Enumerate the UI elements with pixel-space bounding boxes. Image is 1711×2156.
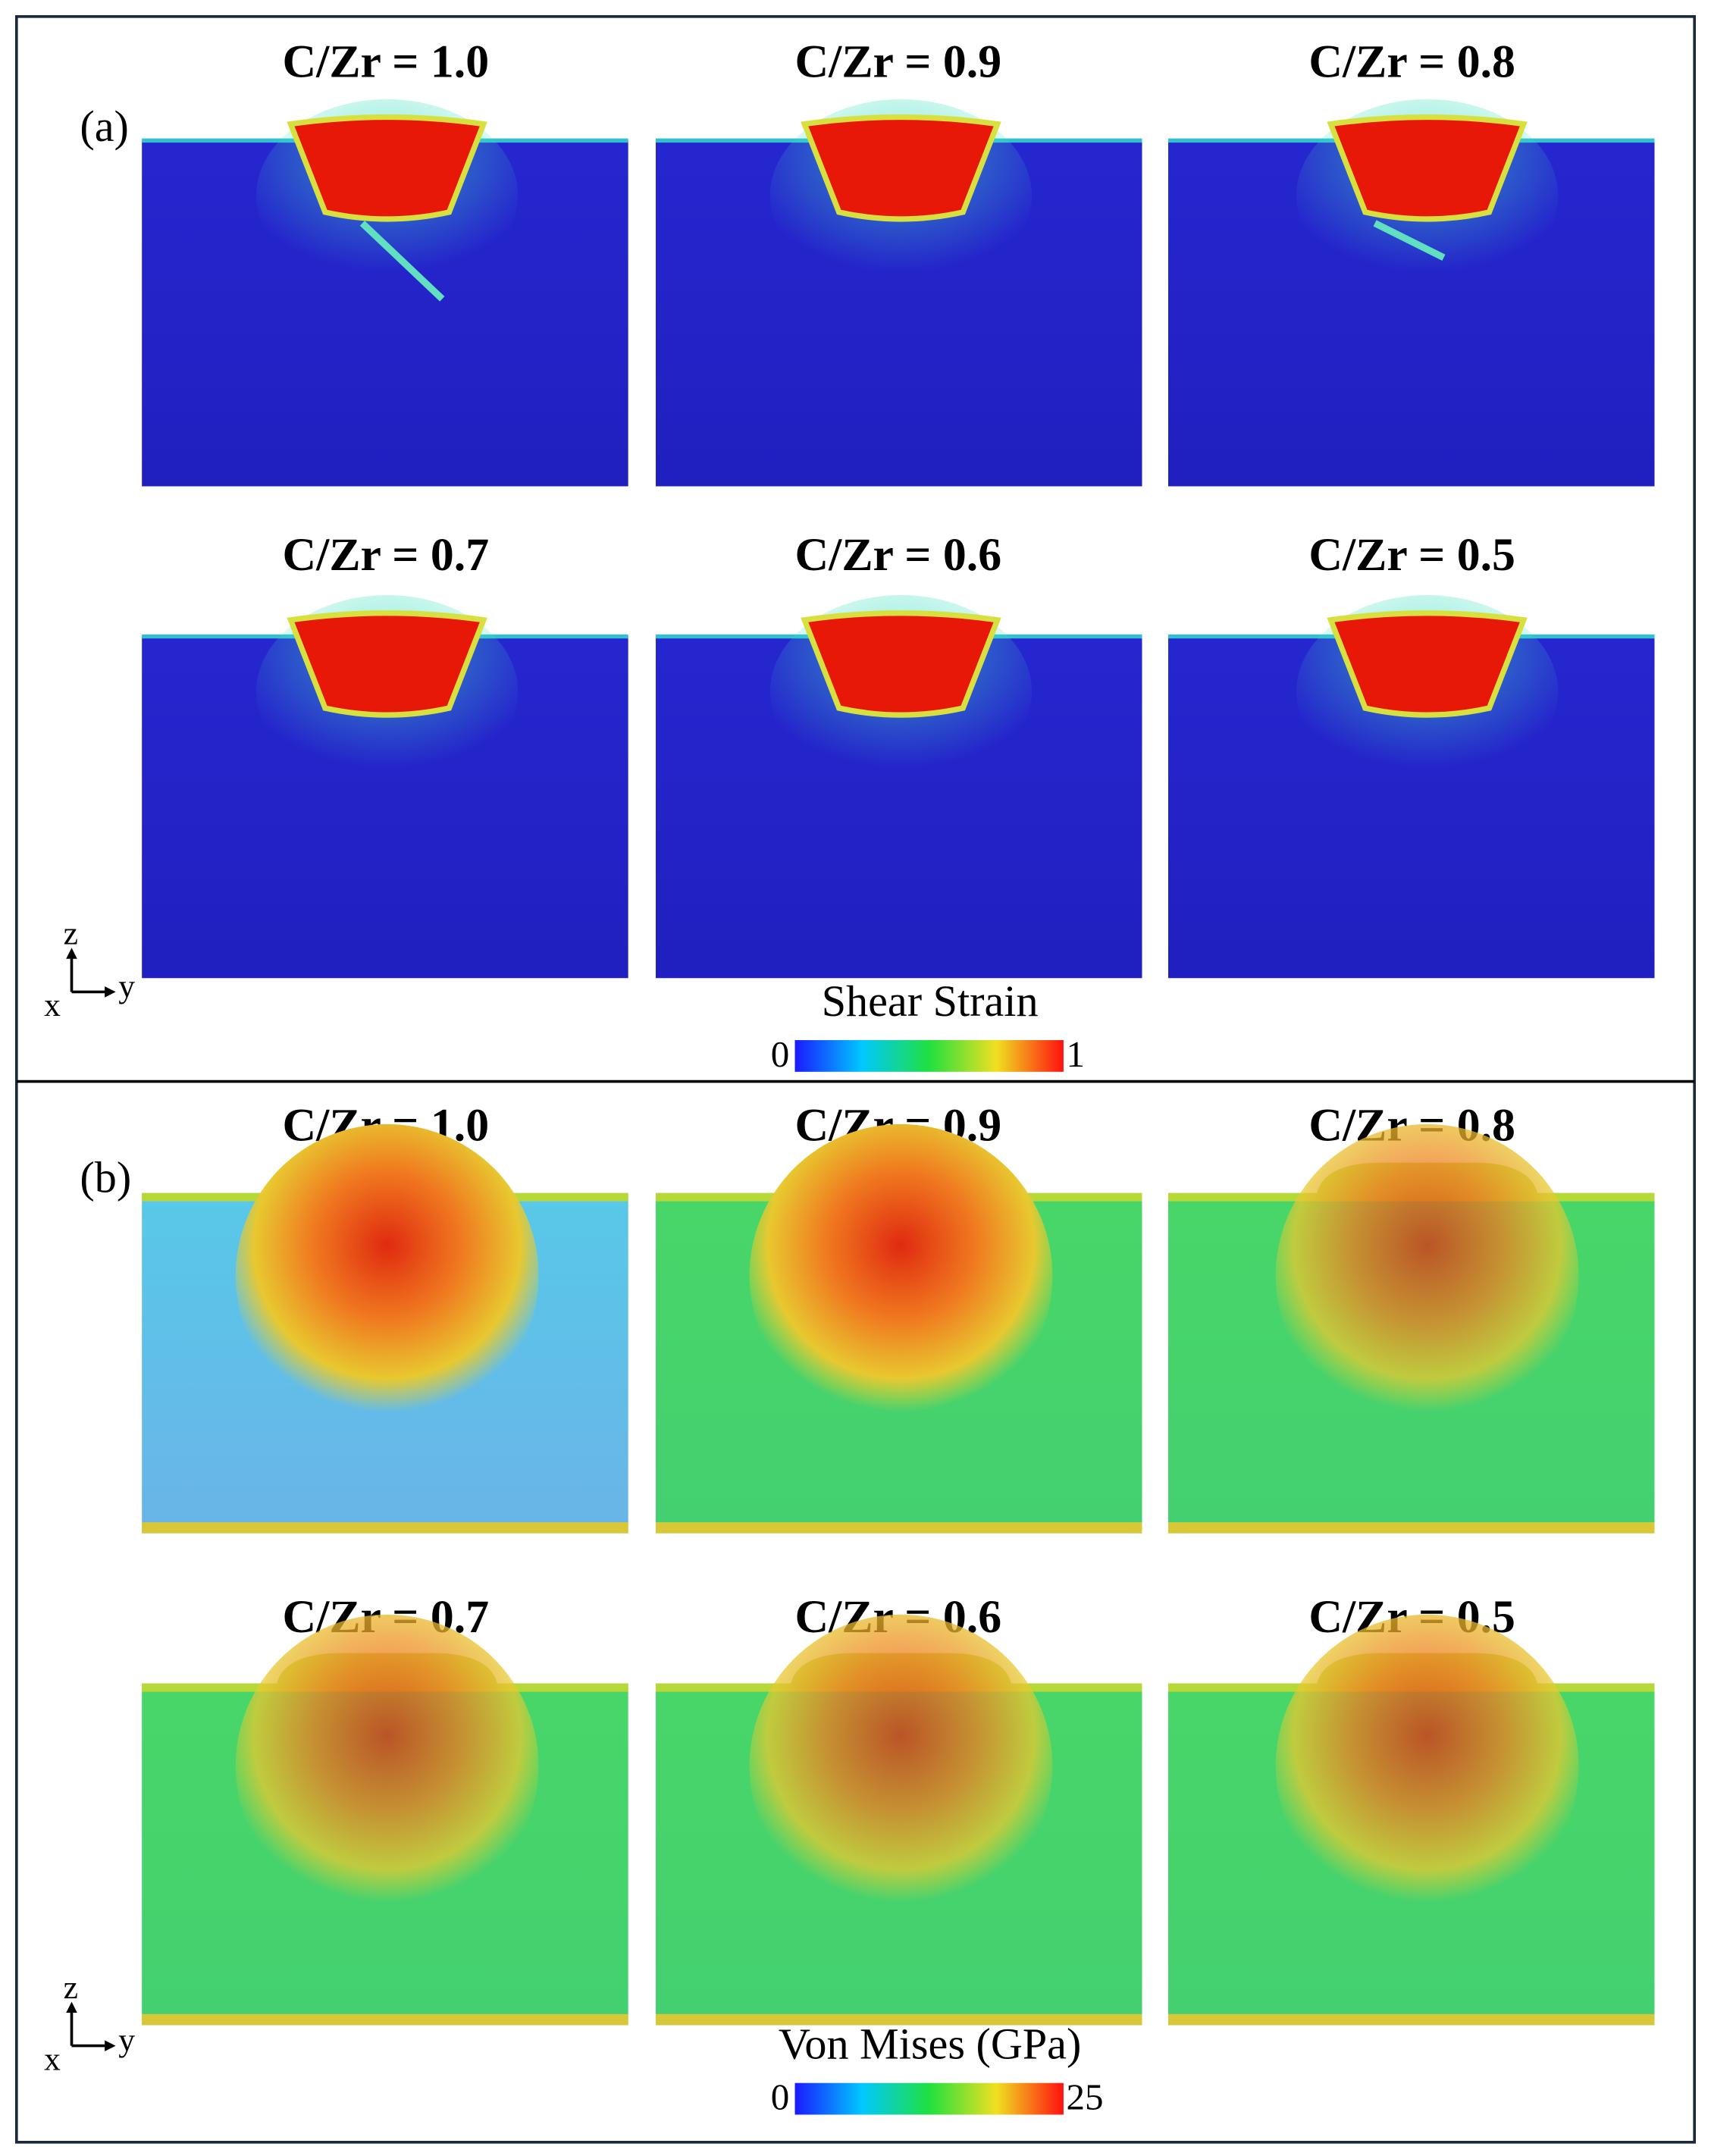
- indent-zone: [287, 114, 487, 222]
- indent-zone: [801, 610, 1001, 718]
- snapshot: [656, 1123, 1142, 1534]
- snapshot-title: C/Zr = 0.8: [1308, 36, 1515, 87]
- figure-border: [14, 15, 1697, 2144]
- bottom-layer: [1168, 1522, 1655, 1534]
- snapshot: [1168, 595, 1655, 979]
- indent-zone: [287, 610, 487, 718]
- snapshot: [142, 595, 628, 979]
- snapshot-title: C/Zr = 0.9: [795, 36, 1002, 87]
- bottom-layer: [1168, 2013, 1655, 2026]
- stress-zone: [235, 1614, 539, 1918]
- bottom-layer: [656, 2013, 1142, 2026]
- shear-band: [359, 221, 445, 302]
- axis-x: x: [44, 2041, 61, 2077]
- axis-x: x: [44, 987, 61, 1023]
- snapshot: [656, 1614, 1142, 2026]
- snapshot: [656, 99, 1142, 487]
- shear-band: [1373, 220, 1446, 261]
- colorbar-min: 0: [771, 2076, 790, 2118]
- colorbar-max: 25: [1067, 2076, 1104, 2118]
- snapshot: [142, 1123, 628, 1534]
- stress-zone: [235, 1123, 539, 1427]
- arrowhead: [66, 2001, 77, 2013]
- axis-z: z: [64, 916, 78, 952]
- snapshot: [142, 99, 628, 487]
- colorbar-max: 1: [1067, 1033, 1086, 1075]
- axis-y: y: [118, 968, 135, 1004]
- indent-zone: [1327, 114, 1528, 222]
- bottom-layer: [656, 1522, 1142, 1534]
- bottom-layer: [142, 2013, 628, 2026]
- stress-zone: [1275, 1123, 1579, 1427]
- panel-label: (a): [80, 102, 129, 151]
- snapshot-title: C/Zr = 0.6: [795, 529, 1002, 581]
- stress-zone: [749, 1123, 1053, 1427]
- stress-zone: [749, 1614, 1053, 1918]
- snapshot: [656, 595, 1142, 979]
- colorbar: [794, 1040, 1064, 1072]
- stress-zone: [1275, 1614, 1579, 1918]
- bottom-layer: [142, 1522, 628, 1534]
- colorbar: [794, 2082, 1064, 2115]
- colorbar-title: Von Mises (GPa): [779, 2020, 1081, 2069]
- arrowhead: [105, 2040, 116, 2051]
- axis-z: z: [64, 1970, 78, 2006]
- indent-zone: [801, 114, 1001, 222]
- colorbar-min: 0: [771, 1033, 790, 1075]
- snapshot-title: C/Zr = 0.5: [1308, 529, 1515, 581]
- indent-zone: [1327, 610, 1528, 718]
- axis-y: y: [118, 2022, 135, 2058]
- snapshot-title: C/Zr = 0.7: [283, 529, 490, 581]
- arrowhead: [105, 986, 116, 998]
- snapshot: [1168, 1123, 1655, 1534]
- arrowhead: [66, 948, 77, 959]
- snapshot: [1168, 1614, 1655, 2026]
- snapshot-title: C/Zr = 1.0: [283, 36, 490, 87]
- panel-label: (b): [80, 1153, 131, 1202]
- snapshot: [142, 1614, 628, 2026]
- snapshot: [1168, 99, 1655, 487]
- colorbar-title: Shear Strain: [822, 976, 1039, 1026]
